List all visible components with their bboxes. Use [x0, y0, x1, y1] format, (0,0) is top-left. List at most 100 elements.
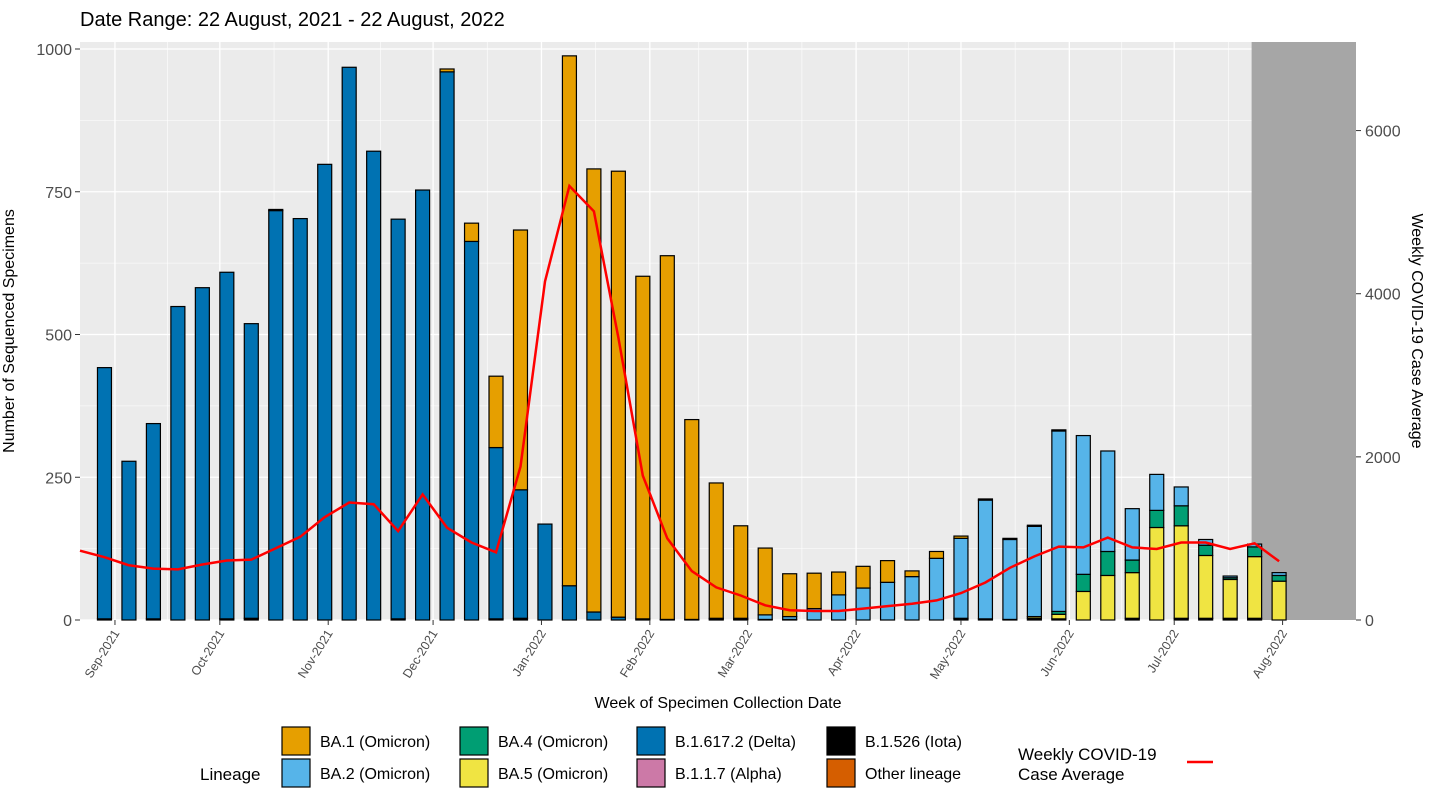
y-axis-title: Number of Sequenced Specimens — [1, 209, 18, 453]
bar-segment — [145, 422, 162, 620]
bar-segment — [831, 594, 847, 621]
bar-segment — [194, 287, 210, 621]
bar-segment — [831, 571, 847, 596]
bar-segment — [463, 222, 480, 243]
bar-segment — [268, 209, 284, 621]
x-tick-label: Feb-2022 — [617, 627, 657, 680]
x-tick-label: Sep-2021 — [82, 627, 123, 680]
bar-segment — [439, 71, 455, 621]
bar-segment — [268, 208, 284, 212]
bar-segment — [610, 170, 626, 618]
bar-segment — [512, 489, 529, 619]
bar-segment — [1124, 559, 1140, 574]
bar-segment — [928, 550, 945, 559]
shaded-incomplete-region — [1251, 42, 1356, 620]
legend-swatch — [281, 726, 311, 756]
legend-label: B.1.617.2 (Delta) — [675, 734, 796, 751]
bar-segment — [488, 375, 504, 449]
x-tick-label: May-2022 — [927, 627, 968, 682]
bar-segment — [1100, 574, 1116, 621]
y2-tick-label: 4000 — [1365, 287, 1401, 304]
bar-segment — [1247, 556, 1263, 619]
bar-segment — [659, 255, 675, 621]
bar-segment — [635, 275, 651, 620]
bar-segment — [121, 460, 137, 621]
bar-segment — [1198, 554, 1214, 619]
bar-segment — [1149, 526, 1165, 621]
x-tick-label: Jul-2022 — [1144, 627, 1181, 675]
bar-segment — [1222, 575, 1238, 579]
legend-line-title-part: Weekly COVID-19 — [1018, 745, 1157, 764]
bar-segment — [1100, 450, 1116, 553]
y2-axis-title: Weekly COVID-19 Case Average — [1408, 213, 1425, 448]
bar-segment — [708, 482, 724, 619]
y-tick-label: 500 — [45, 328, 72, 345]
bar-segment — [928, 557, 945, 621]
legend-label: B.1.526 (Iota) — [865, 734, 962, 751]
bar-segment — [953, 535, 969, 539]
legend-swatch — [636, 726, 666, 756]
bar-segment — [1124, 572, 1140, 619]
legend-swatch — [826, 758, 856, 788]
x-axis-title: Week of Specimen Collection Date — [595, 695, 842, 712]
bar-segment — [1002, 538, 1018, 621]
bar-segment — [1075, 434, 1091, 575]
bar-segment — [782, 573, 798, 618]
bar-segment — [1051, 613, 1067, 620]
bar-segment — [904, 570, 920, 578]
legend-label: Other lineage — [865, 766, 961, 783]
y2-tick-label: 0 — [1365, 613, 1374, 630]
bar-segment — [561, 55, 578, 587]
bar-segment — [757, 547, 773, 616]
bar-segment — [586, 611, 602, 621]
bar-segment — [684, 418, 700, 621]
legend: Lineage BA.1 (Omicron) BA.2 (Omicron) BA.4… — [200, 726, 1213, 788]
bar-segment — [414, 189, 431, 621]
bar-segment — [855, 565, 871, 589]
x-tick-label: Jun-2022 — [1037, 627, 1077, 679]
bar-segment — [390, 218, 406, 620]
legend-line-title-part: Case Average — [1018, 765, 1124, 784]
legend-swatch — [636, 758, 666, 788]
y-tick-label: 1000 — [36, 42, 72, 59]
y-axis: 0 250 500 750 1000 — [36, 42, 80, 630]
y-tick-label: 0 — [63, 613, 72, 630]
bar-segment — [463, 240, 480, 621]
legend-label: BA.1 (Omicron) — [320, 734, 430, 751]
y2-tick-label: 2000 — [1365, 450, 1401, 467]
bar-segment — [439, 68, 455, 73]
legend-title: Lineage — [200, 765, 261, 784]
bar-segment — [879, 581, 896, 621]
x-tick-label: Apr-2022 — [825, 627, 864, 678]
bar-segment — [1173, 525, 1189, 619]
bar-segment — [879, 560, 896, 583]
legend-label: BA.5 (Omicron) — [498, 766, 608, 783]
bar-segment — [170, 305, 186, 621]
bar-segment — [1051, 429, 1067, 432]
bar-segment — [904, 576, 920, 621]
bar-segment — [1149, 509, 1165, 529]
bar-segment — [1026, 525, 1042, 618]
legend-swatch — [459, 758, 489, 788]
legend-swatch — [459, 726, 489, 756]
chart-subtitle: Date Range: 22 August, 2021 - 22 August,… — [80, 9, 505, 31]
bar-segment — [341, 66, 357, 621]
bar-segment — [1222, 578, 1238, 619]
bar-segment — [243, 323, 259, 619]
case-average-line — [79, 183, 1280, 613]
legend-swatch — [826, 726, 856, 756]
bar-segment — [586, 168, 602, 613]
legend-label: BA.2 (Omicron) — [320, 766, 430, 783]
x-tick-label: Nov-2021 — [295, 627, 336, 680]
y-tick-label: 750 — [45, 185, 72, 202]
bar-segment — [1002, 537, 1018, 541]
bar-segment — [1075, 590, 1091, 621]
bar-segment — [219, 271, 235, 620]
bar-segment — [317, 163, 333, 621]
bar-segment — [1271, 580, 1287, 621]
bar-segment — [757, 614, 773, 621]
bar-segment — [1026, 524, 1042, 527]
bar-segment — [1100, 550, 1116, 577]
bar-segment — [561, 585, 578, 621]
